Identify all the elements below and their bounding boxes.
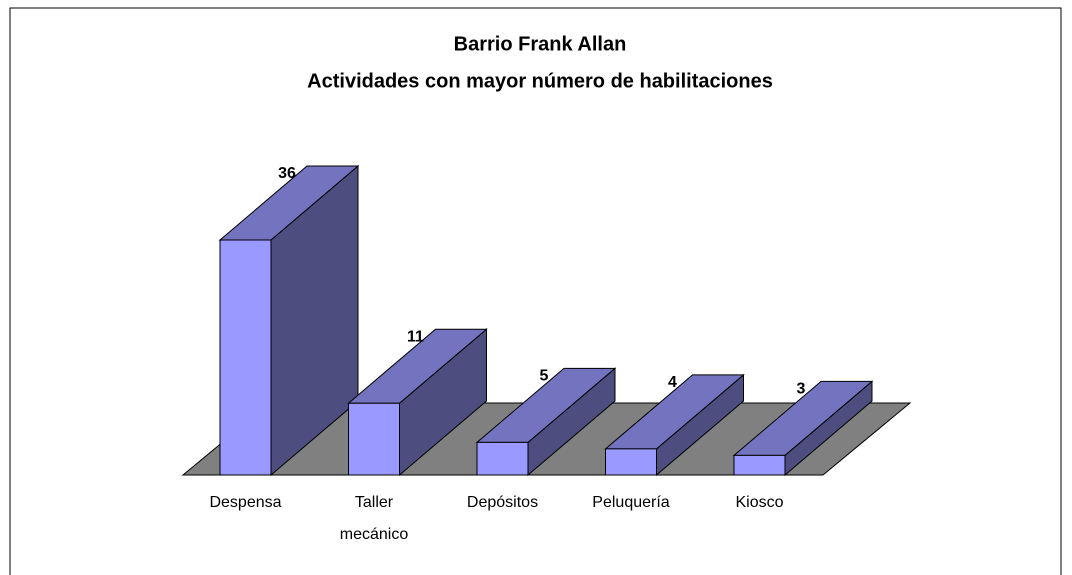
x-tick-label: Taller mecánico [339,494,409,543]
chart-title: Barrio Frank Allan [454,33,627,55]
x-tick-label: Peluquería [592,494,670,511]
data-label: 4 [668,374,677,391]
x-tick-label: Depósitos [466,494,539,511]
bar-front [605,448,657,476]
bar-front [348,402,400,476]
bar-front [219,239,272,476]
chart-subtitle: Actividades con mayor número de habilita… [307,70,773,92]
bar [347,328,488,477]
bar [604,373,745,477]
data-label: 36 [278,165,296,182]
x-tick-label: Despensa [209,494,282,511]
bar [732,380,874,477]
bar-front [733,454,786,476]
data-label: 3 [797,381,806,398]
bar-front [476,441,529,476]
bar [218,164,360,477]
data-label: 11 [407,328,424,345]
data-label: 5 [540,368,549,385]
chart-border [9,7,1062,575]
x-tick-label: Kiosco [735,494,784,511]
bar [475,367,617,477]
